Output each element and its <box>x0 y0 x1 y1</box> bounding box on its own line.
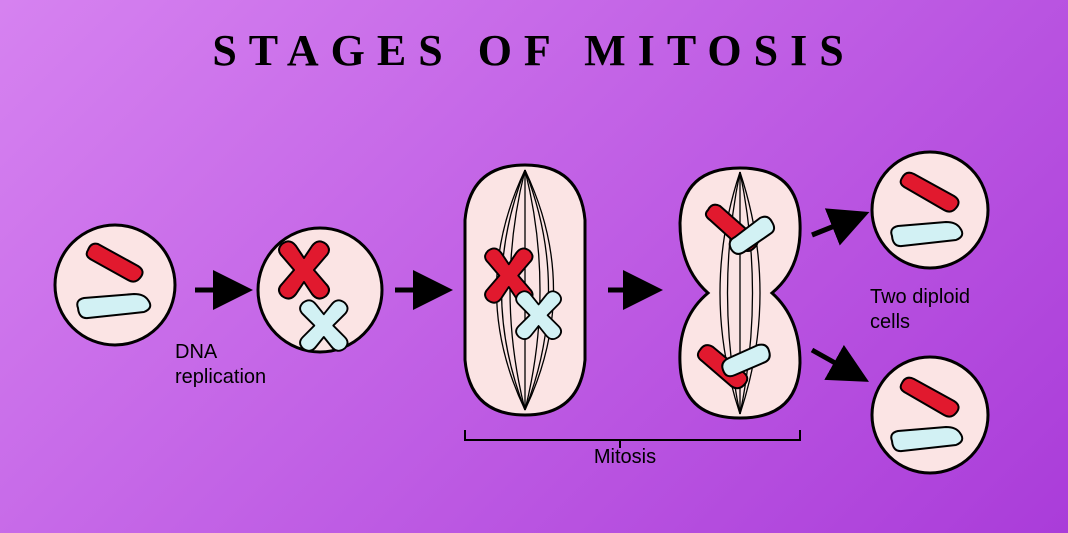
cell-stage-4 <box>680 168 800 418</box>
cell-stage-1 <box>55 225 175 345</box>
cell-stage-3 <box>465 165 585 415</box>
mitosis-diagram: STAGES OF MITOSIS DNAreplication Mitosis… <box>0 0 1068 533</box>
cell-stage-2 <box>258 228 382 352</box>
diagram-canvas <box>0 0 1068 533</box>
daughter-cell-top <box>872 152 988 268</box>
mitosis-bracket <box>465 430 800 448</box>
arrow-branch-bottom <box>812 350 862 378</box>
daughter-cell-bottom <box>872 357 988 473</box>
arrow-branch-top <box>812 215 862 235</box>
